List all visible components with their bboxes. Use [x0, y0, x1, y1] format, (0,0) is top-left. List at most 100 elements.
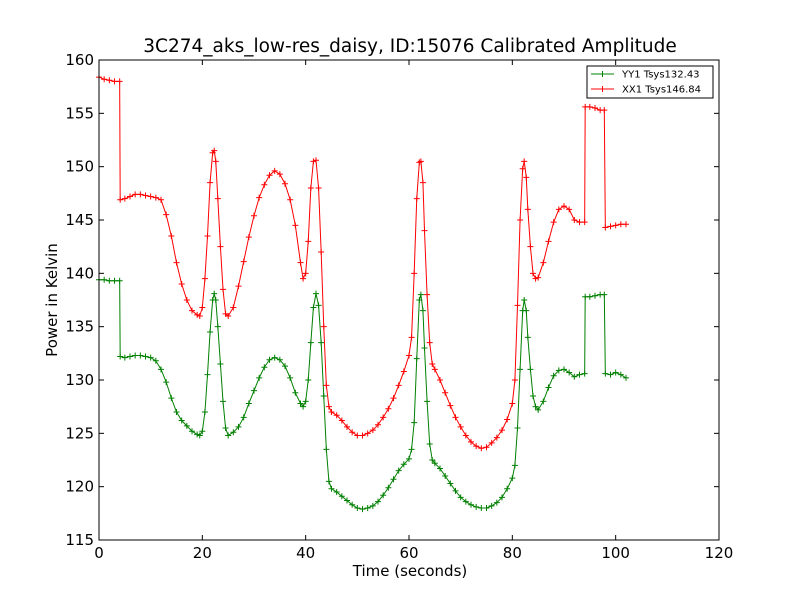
data-point [163, 211, 170, 218]
data-point [127, 353, 133, 360]
data-point [535, 406, 542, 413]
data-point [514, 302, 521, 309]
data-point [437, 377, 443, 383]
data-point [607, 371, 614, 378]
data-point [509, 400, 516, 407]
data-point [117, 353, 124, 360]
data-point [413, 355, 420, 362]
data-point [199, 428, 206, 435]
data-point [305, 377, 312, 383]
legend-item: YY1 Tsys132.43 [591, 70, 700, 81]
data-point [532, 403, 539, 410]
data-point [452, 487, 459, 494]
chart-title: 3C274_aks_low-res_daisy, ID:15076 Calibr… [143, 36, 676, 57]
data-point [163, 379, 170, 386]
data-point [158, 196, 164, 203]
data-point [344, 423, 350, 430]
data-point [338, 493, 345, 500]
data-point [478, 445, 485, 452]
data-point [523, 174, 530, 181]
x-tick-label: 80 [503, 544, 522, 562]
data-point [183, 422, 190, 429]
data-point [297, 259, 304, 266]
data-point [261, 364, 268, 371]
data-point [607, 223, 614, 230]
data-point [511, 377, 518, 383]
data-point [207, 329, 214, 335]
data-point [540, 259, 547, 266]
data-point [307, 185, 314, 191]
data-point [417, 291, 424, 298]
data-point [201, 275, 208, 282]
data-point [499, 494, 505, 501]
y-tick-label: 155 [65, 104, 94, 122]
data-point [429, 457, 436, 463]
data-point [217, 361, 224, 367]
data-point [545, 238, 552, 245]
x-tick-label: 0 [94, 544, 104, 562]
legend-label: XX1 Tsys146.84 [622, 85, 701, 96]
data-point [212, 158, 219, 165]
data-point [225, 313, 232, 319]
data-point [127, 193, 133, 200]
data-point [111, 78, 118, 85]
data-point [385, 405, 392, 412]
data-point [116, 78, 123, 85]
data-point [429, 361, 436, 367]
data-point [521, 158, 528, 165]
data-point [571, 217, 578, 223]
series-2 [96, 74, 629, 452]
data-point [452, 414, 459, 421]
data-point [318, 249, 325, 255]
data-point [375, 421, 381, 428]
data-point [581, 219, 588, 226]
data-point [424, 398, 431, 405]
data-point [173, 409, 180, 415]
data-point [204, 371, 211, 378]
data-point [276, 356, 283, 363]
data-point [483, 505, 490, 511]
data-point [400, 461, 407, 468]
x-tick-label: 60 [399, 544, 418, 562]
data-point [617, 371, 624, 378]
series-layer [96, 74, 629, 513]
data-point [328, 485, 335, 492]
data-point [375, 498, 381, 505]
data-point [359, 432, 366, 439]
data-point [313, 290, 319, 297]
data-point [623, 221, 629, 228]
series-markers [96, 276, 629, 513]
data-point [561, 366, 567, 373]
data-point [421, 227, 428, 234]
data-point [521, 297, 528, 303]
data-point [137, 352, 144, 359]
data-point [333, 412, 340, 419]
data-point [499, 427, 505, 434]
data-point [511, 462, 518, 469]
data-point [310, 304, 317, 311]
y-tick-label: 130 [65, 371, 94, 389]
data-point [325, 478, 332, 485]
data-point [292, 222, 299, 229]
data-point [266, 356, 273, 363]
data-point [602, 224, 609, 231]
data-point [442, 473, 449, 479]
data-point [424, 291, 431, 298]
series-markers [96, 74, 629, 452]
data-point [380, 492, 387, 499]
y-axis-label: Power in Kelvin [43, 243, 61, 357]
data-point [158, 366, 164, 373]
data-point [256, 194, 263, 201]
data-point [612, 222, 619, 229]
data-point [194, 311, 201, 318]
data-point [601, 107, 608, 114]
data-point [196, 313, 203, 319]
data-point [349, 429, 356, 436]
data-point [380, 414, 387, 421]
data-point [147, 193, 154, 200]
legend-marker [599, 71, 606, 77]
data-point [318, 339, 325, 346]
data-point [230, 304, 237, 311]
data-point [266, 172, 273, 179]
data-point [201, 409, 208, 415]
